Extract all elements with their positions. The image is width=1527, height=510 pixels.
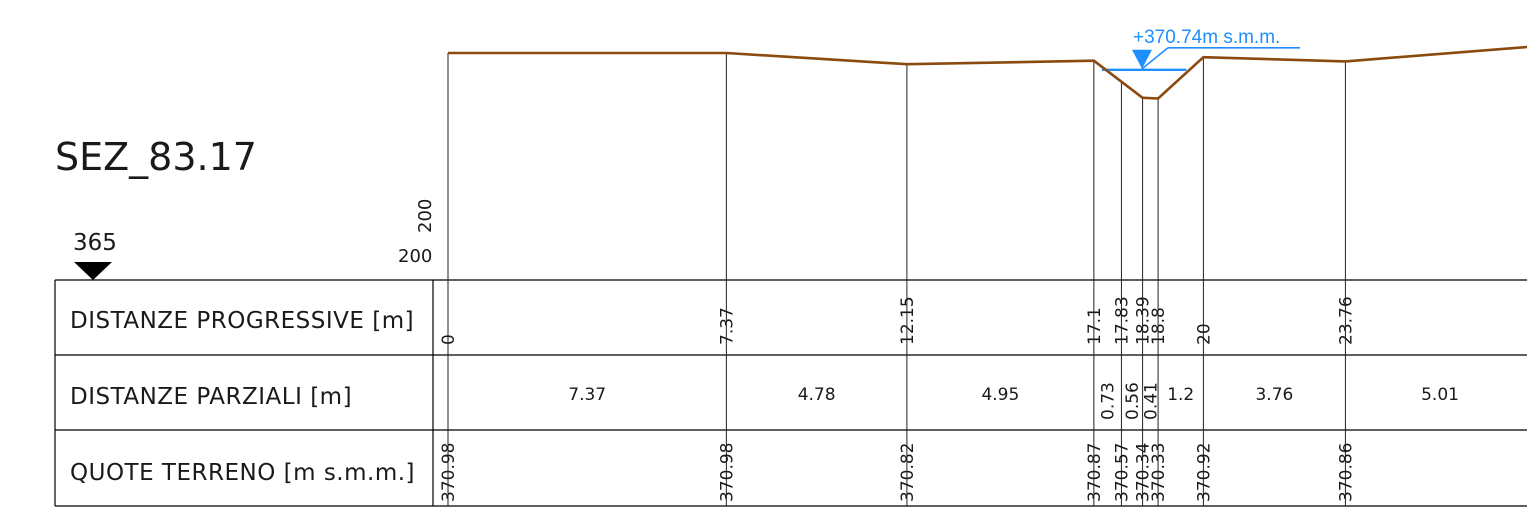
section-title: SEZ_83.17 (55, 135, 257, 179)
terrain-profile (448, 45, 1527, 100)
progressive-value: 12.15 (898, 296, 918, 345)
elevation-value: 370.33 (1149, 443, 1169, 502)
elevation-value: 370.82 (898, 443, 918, 502)
row-label-progressive: DISTANZE PROGRESSIVE [m] (70, 308, 414, 334)
progressive-value: 23.76 (1336, 296, 1356, 345)
progressive-value: 18.39 (1134, 296, 1154, 345)
progressive-value: 0 (439, 334, 459, 345)
partial-values: 7.37 4.78 4.95 0.73 0.560.41 1.2 3.76 5.01 (568, 382, 1459, 420)
station-lines (447, 53, 1346, 506)
partial-value: 3.76 (1255, 385, 1293, 405)
elevation-value: 370.98 (439, 443, 459, 502)
progressive-value: 7.37 (717, 307, 737, 345)
partial-value: 0.41 (1141, 382, 1161, 420)
water-level-label: +370.74m s.m.m. (1133, 27, 1280, 48)
elevation-value: 370.92 (1194, 443, 1214, 502)
elevation-value: 370.57 (1112, 443, 1132, 502)
partial-value: 7.37 (568, 385, 606, 405)
water-level-triangle-icon (1132, 49, 1152, 69)
partial-value: 5.01 (1421, 385, 1459, 405)
progressive-value: 17.1 (1085, 307, 1105, 345)
datum-marker-icon (74, 262, 112, 280)
row-label-partial: DISTANZE PARZIALI [m] (70, 384, 352, 410)
progressive-value: 20 (1194, 323, 1214, 345)
vertical-scale-label: 200 (415, 199, 436, 233)
progressive-value: 18.8 (1149, 307, 1169, 345)
elevation-value: 370.98 (717, 443, 737, 502)
datum-label: 365 (73, 230, 117, 256)
water-level-leader (1141, 47, 1169, 70)
partial-value: 4.78 (798, 385, 836, 405)
partial-value: 1.2 (1167, 385, 1194, 405)
partial-value: 0.56 (1123, 382, 1143, 420)
elevation-value: 370.34 (1134, 443, 1154, 502)
water-level: +370.74m s.m.m. (1101, 27, 1300, 72)
horizontal-scale-label: 200 (398, 246, 432, 267)
partial-value: 4.95 (981, 385, 1019, 405)
progressive-value: 17.83 (1112, 296, 1132, 345)
elevation-value: 370.87 (1085, 443, 1105, 502)
terrain-line (448, 45, 1527, 100)
row-label-elevation: QUOTE TERRENO [m s.m.m.] (70, 460, 415, 486)
partial-value: 0.73 (1099, 382, 1119, 420)
data-table (54, 279, 1527, 507)
elevation-value: 370.86 (1336, 443, 1356, 502)
elevation-values: 370.98 370.98 370.82 370.87 370.57 370.34370.… (439, 443, 1356, 502)
